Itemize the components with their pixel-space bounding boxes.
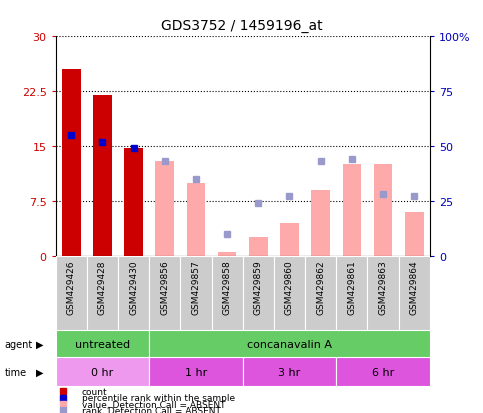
Text: ▶: ▶ (36, 339, 44, 349)
Bar (342, 165, 361, 256)
Bar (93, 95, 112, 256)
Bar (56, 357, 149, 386)
Bar (62, 70, 81, 256)
Bar (280, 223, 299, 256)
Bar (124, 149, 143, 256)
Bar (212, 256, 242, 330)
Bar (336, 256, 368, 330)
Text: concanavalin A: concanavalin A (247, 339, 332, 349)
Bar (336, 357, 430, 386)
Bar (180, 256, 212, 330)
Text: GSM429856: GSM429856 (160, 260, 169, 314)
Text: GSM429864: GSM429864 (410, 260, 419, 314)
Text: GSM429862: GSM429862 (316, 260, 325, 314)
Bar (242, 256, 274, 330)
Bar (56, 330, 149, 357)
Bar (87, 256, 118, 330)
Text: 0 hr: 0 hr (91, 367, 114, 377)
Text: GSM429426: GSM429426 (67, 260, 76, 314)
Text: GDS3752 / 1459196_at: GDS3752 / 1459196_at (161, 19, 322, 33)
Text: 3 hr: 3 hr (278, 367, 300, 377)
Text: agent: agent (5, 339, 33, 349)
Text: rank, Detection Call = ABSENT: rank, Detection Call = ABSENT (82, 406, 221, 413)
Text: GSM429860: GSM429860 (285, 260, 294, 314)
Text: GSM429859: GSM429859 (254, 260, 263, 314)
Bar (118, 256, 149, 330)
Text: GSM429857: GSM429857 (191, 260, 200, 314)
Text: GSM429858: GSM429858 (223, 260, 232, 314)
Text: GSM429863: GSM429863 (379, 260, 387, 314)
Bar (56, 256, 87, 330)
Text: untreated: untreated (75, 339, 130, 349)
Bar (249, 238, 268, 256)
Bar (374, 165, 392, 256)
Text: 6 hr: 6 hr (372, 367, 394, 377)
Bar (398, 256, 430, 330)
Bar (312, 190, 330, 256)
Text: GSM429861: GSM429861 (347, 260, 356, 314)
Bar (149, 330, 430, 357)
Bar (368, 256, 398, 330)
Bar (156, 161, 174, 256)
Bar (242, 357, 336, 386)
Bar (305, 256, 336, 330)
Text: count: count (82, 387, 107, 396)
Text: 1 hr: 1 hr (185, 367, 207, 377)
Text: time: time (5, 367, 27, 377)
Bar (405, 212, 424, 256)
Bar (274, 256, 305, 330)
Text: GSM429430: GSM429430 (129, 260, 138, 314)
Text: value, Detection Call = ABSENT: value, Detection Call = ABSENT (82, 399, 225, 408)
Text: percentile rank within the sample: percentile rank within the sample (82, 393, 235, 402)
Bar (149, 256, 180, 330)
Text: ▶: ▶ (36, 367, 44, 377)
Bar (186, 183, 205, 256)
Text: GSM429428: GSM429428 (98, 260, 107, 314)
Bar (218, 252, 237, 256)
Bar (149, 357, 242, 386)
